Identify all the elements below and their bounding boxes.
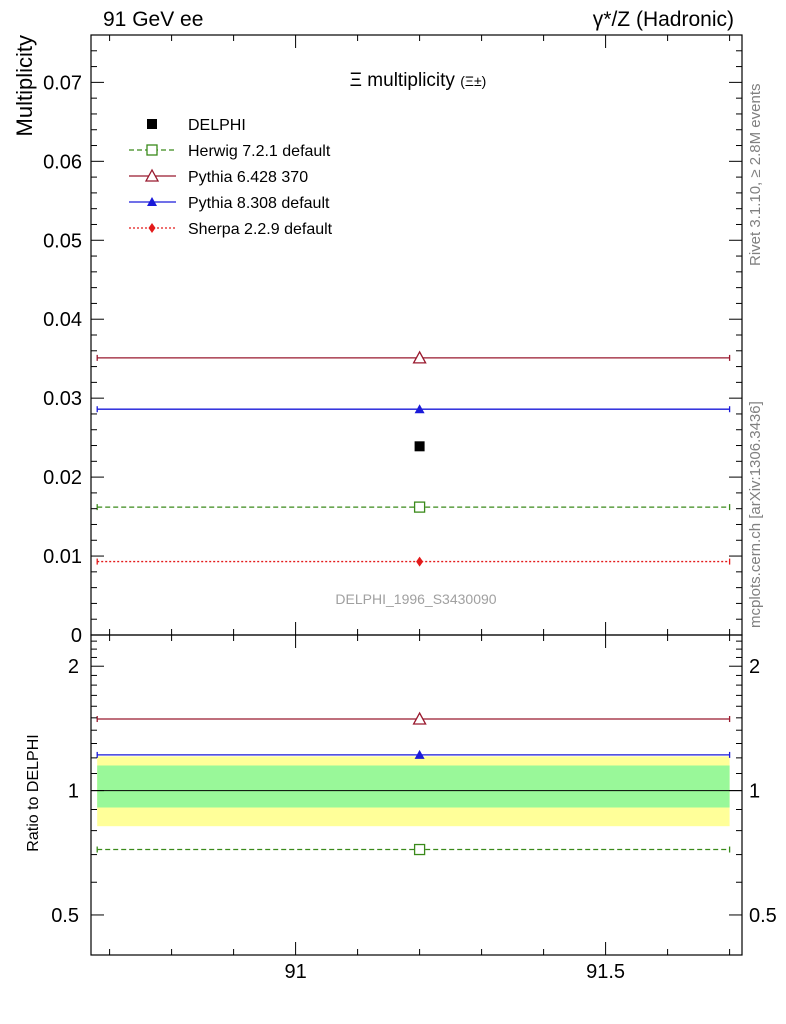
- ratio-ytick-label: 2: [68, 656, 79, 678]
- main-ytick-label: 0.03: [43, 388, 82, 410]
- chart-title-suffix: (Ξ±): [460, 73, 486, 89]
- legend-marker-1: [146, 144, 158, 156]
- legend-label-3: Pythia 8.308 default: [188, 195, 330, 212]
- ratio-ytick-label: 0.5: [51, 905, 79, 927]
- main-ytick-label: 0.06: [43, 151, 82, 173]
- header-left: 91 GeV ee: [103, 8, 204, 31]
- legend-label-4: Sherpa 2.2.9 default: [188, 221, 333, 238]
- legend-marker-0: [147, 119, 157, 129]
- main-ylabel: Multiplicity: [12, 35, 37, 136]
- data-point-delphi: [414, 441, 425, 452]
- legend-label-0: DELPHI: [188, 117, 246, 134]
- ratio-ytick-label: 1: [68, 781, 79, 803]
- ratio-marker-1: [412, 711, 427, 725]
- ratio-ytick-label-right: 0.5: [749, 905, 777, 927]
- ratio-marker-0: [413, 843, 426, 856]
- main-ytick-label: 0.07: [43, 72, 82, 94]
- xtick-label: 91.5: [586, 961, 625, 983]
- legend-label-2: Pythia 6.428 370: [188, 169, 308, 186]
- ratio-frame: [90, 634, 743, 956]
- ratio-inner-band: [97, 765, 730, 808]
- legend-marker-2: [144, 168, 160, 182]
- watermark: DELPHI_1996_S3430090: [335, 591, 496, 607]
- series-marker-3: [416, 556, 424, 567]
- series-marker-0: [413, 501, 426, 513]
- ratio-ylabel: Ratio to DELPHI: [25, 734, 42, 851]
- main-ytick-label: 0.01: [43, 546, 82, 568]
- series-marker-1: [412, 350, 427, 364]
- series-marker-2: [414, 404, 425, 414]
- chart-title: Ξ multiplicity (Ξ±): [350, 70, 487, 91]
- ratio-ytick-label-right: 1: [749, 781, 760, 803]
- ratio-marker-2: [414, 749, 425, 759]
- xtick-label: 91: [284, 961, 306, 983]
- legend-label-1: Herwig 7.2.1 default: [188, 143, 331, 160]
- header-right: γ*/Z (Hadronic): [592, 8, 734, 31]
- legend-marker-3: [147, 197, 157, 206]
- main-ytick-label: 0: [71, 625, 82, 647]
- ratio-ytick-label-right: 2: [749, 656, 760, 678]
- legend-marker-4: [148, 223, 156, 233]
- main-ytick-label: 0.02: [43, 467, 82, 489]
- main-ytick-label: 0.04: [43, 309, 82, 331]
- main-ytick-label: 0.05: [43, 230, 82, 252]
